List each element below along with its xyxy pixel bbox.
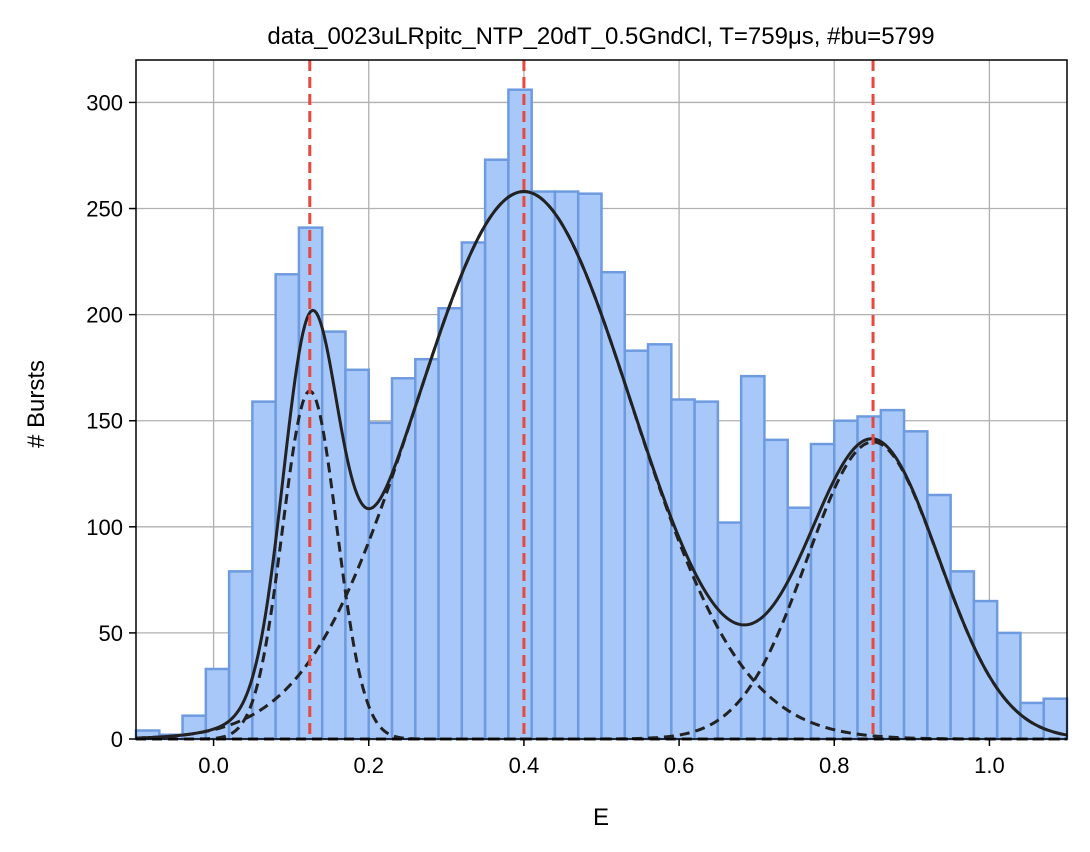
histogram-bar bbox=[414, 357, 440, 741]
histogram-bar bbox=[227, 570, 254, 741]
x-axis-label: E bbox=[593, 804, 609, 831]
histogram-bar bbox=[879, 408, 906, 741]
histogram-bar bbox=[600, 270, 627, 741]
histogram-bar bbox=[739, 374, 766, 741]
x-tick-label: 1.0 bbox=[974, 753, 1005, 778]
peak-markers bbox=[308, 60, 875, 739]
x-tick-label: 0.4 bbox=[509, 753, 540, 778]
histogram-bar bbox=[460, 241, 487, 741]
histogram-bar bbox=[483, 158, 510, 741]
histogram-bars bbox=[134, 88, 1069, 741]
histogram-bar bbox=[437, 307, 464, 741]
histogram-bar bbox=[553, 190, 580, 741]
histogram-bar bbox=[507, 88, 533, 741]
y-tick-label: 250 bbox=[86, 197, 123, 222]
x-tick-label: 0.0 bbox=[198, 753, 229, 778]
histogram-bar bbox=[856, 415, 883, 741]
histogram-bar bbox=[530, 190, 557, 741]
y-tick-label: 150 bbox=[86, 409, 123, 434]
histogram-bar bbox=[716, 521, 743, 741]
axis-ticks: 0.0 0.2 0.4 0.6 0.8 1.0 0 50 100 150 200 250 300 bbox=[86, 90, 1004, 778]
histogram-bar bbox=[1019, 701, 1045, 741]
component-fit-curve bbox=[135, 190, 1067, 741]
total-fit-curve bbox=[135, 190, 1068, 740]
histogram-bar bbox=[623, 349, 650, 741]
y-tick-label: 100 bbox=[86, 515, 123, 540]
x-tick-label: 0.8 bbox=[819, 753, 850, 778]
y-tick-label: 0 bbox=[111, 727, 123, 752]
histogram-bar bbox=[926, 493, 952, 741]
histogram-bar bbox=[693, 400, 720, 741]
histogram-bar bbox=[367, 421, 394, 741]
y-tick-label: 200 bbox=[86, 303, 123, 328]
y-tick-label: 300 bbox=[86, 90, 123, 115]
x-tick-label: 0.6 bbox=[664, 753, 695, 778]
x-tick-label: 0.2 bbox=[353, 753, 384, 778]
plot-frame bbox=[135, 59, 1068, 740]
y-axis-label: # Bursts bbox=[23, 360, 50, 448]
histogram-bar bbox=[390, 377, 417, 741]
y-tick-label: 50 bbox=[99, 621, 123, 646]
histogram-bar bbox=[576, 192, 603, 741]
chart-title: data_0023uLRpitc_NTP_20dT_0.5GndCl, T=75… bbox=[267, 23, 934, 50]
histogram-bar bbox=[646, 343, 673, 741]
histogram-bar bbox=[995, 631, 1022, 741]
histogram-bar bbox=[344, 368, 371, 741]
